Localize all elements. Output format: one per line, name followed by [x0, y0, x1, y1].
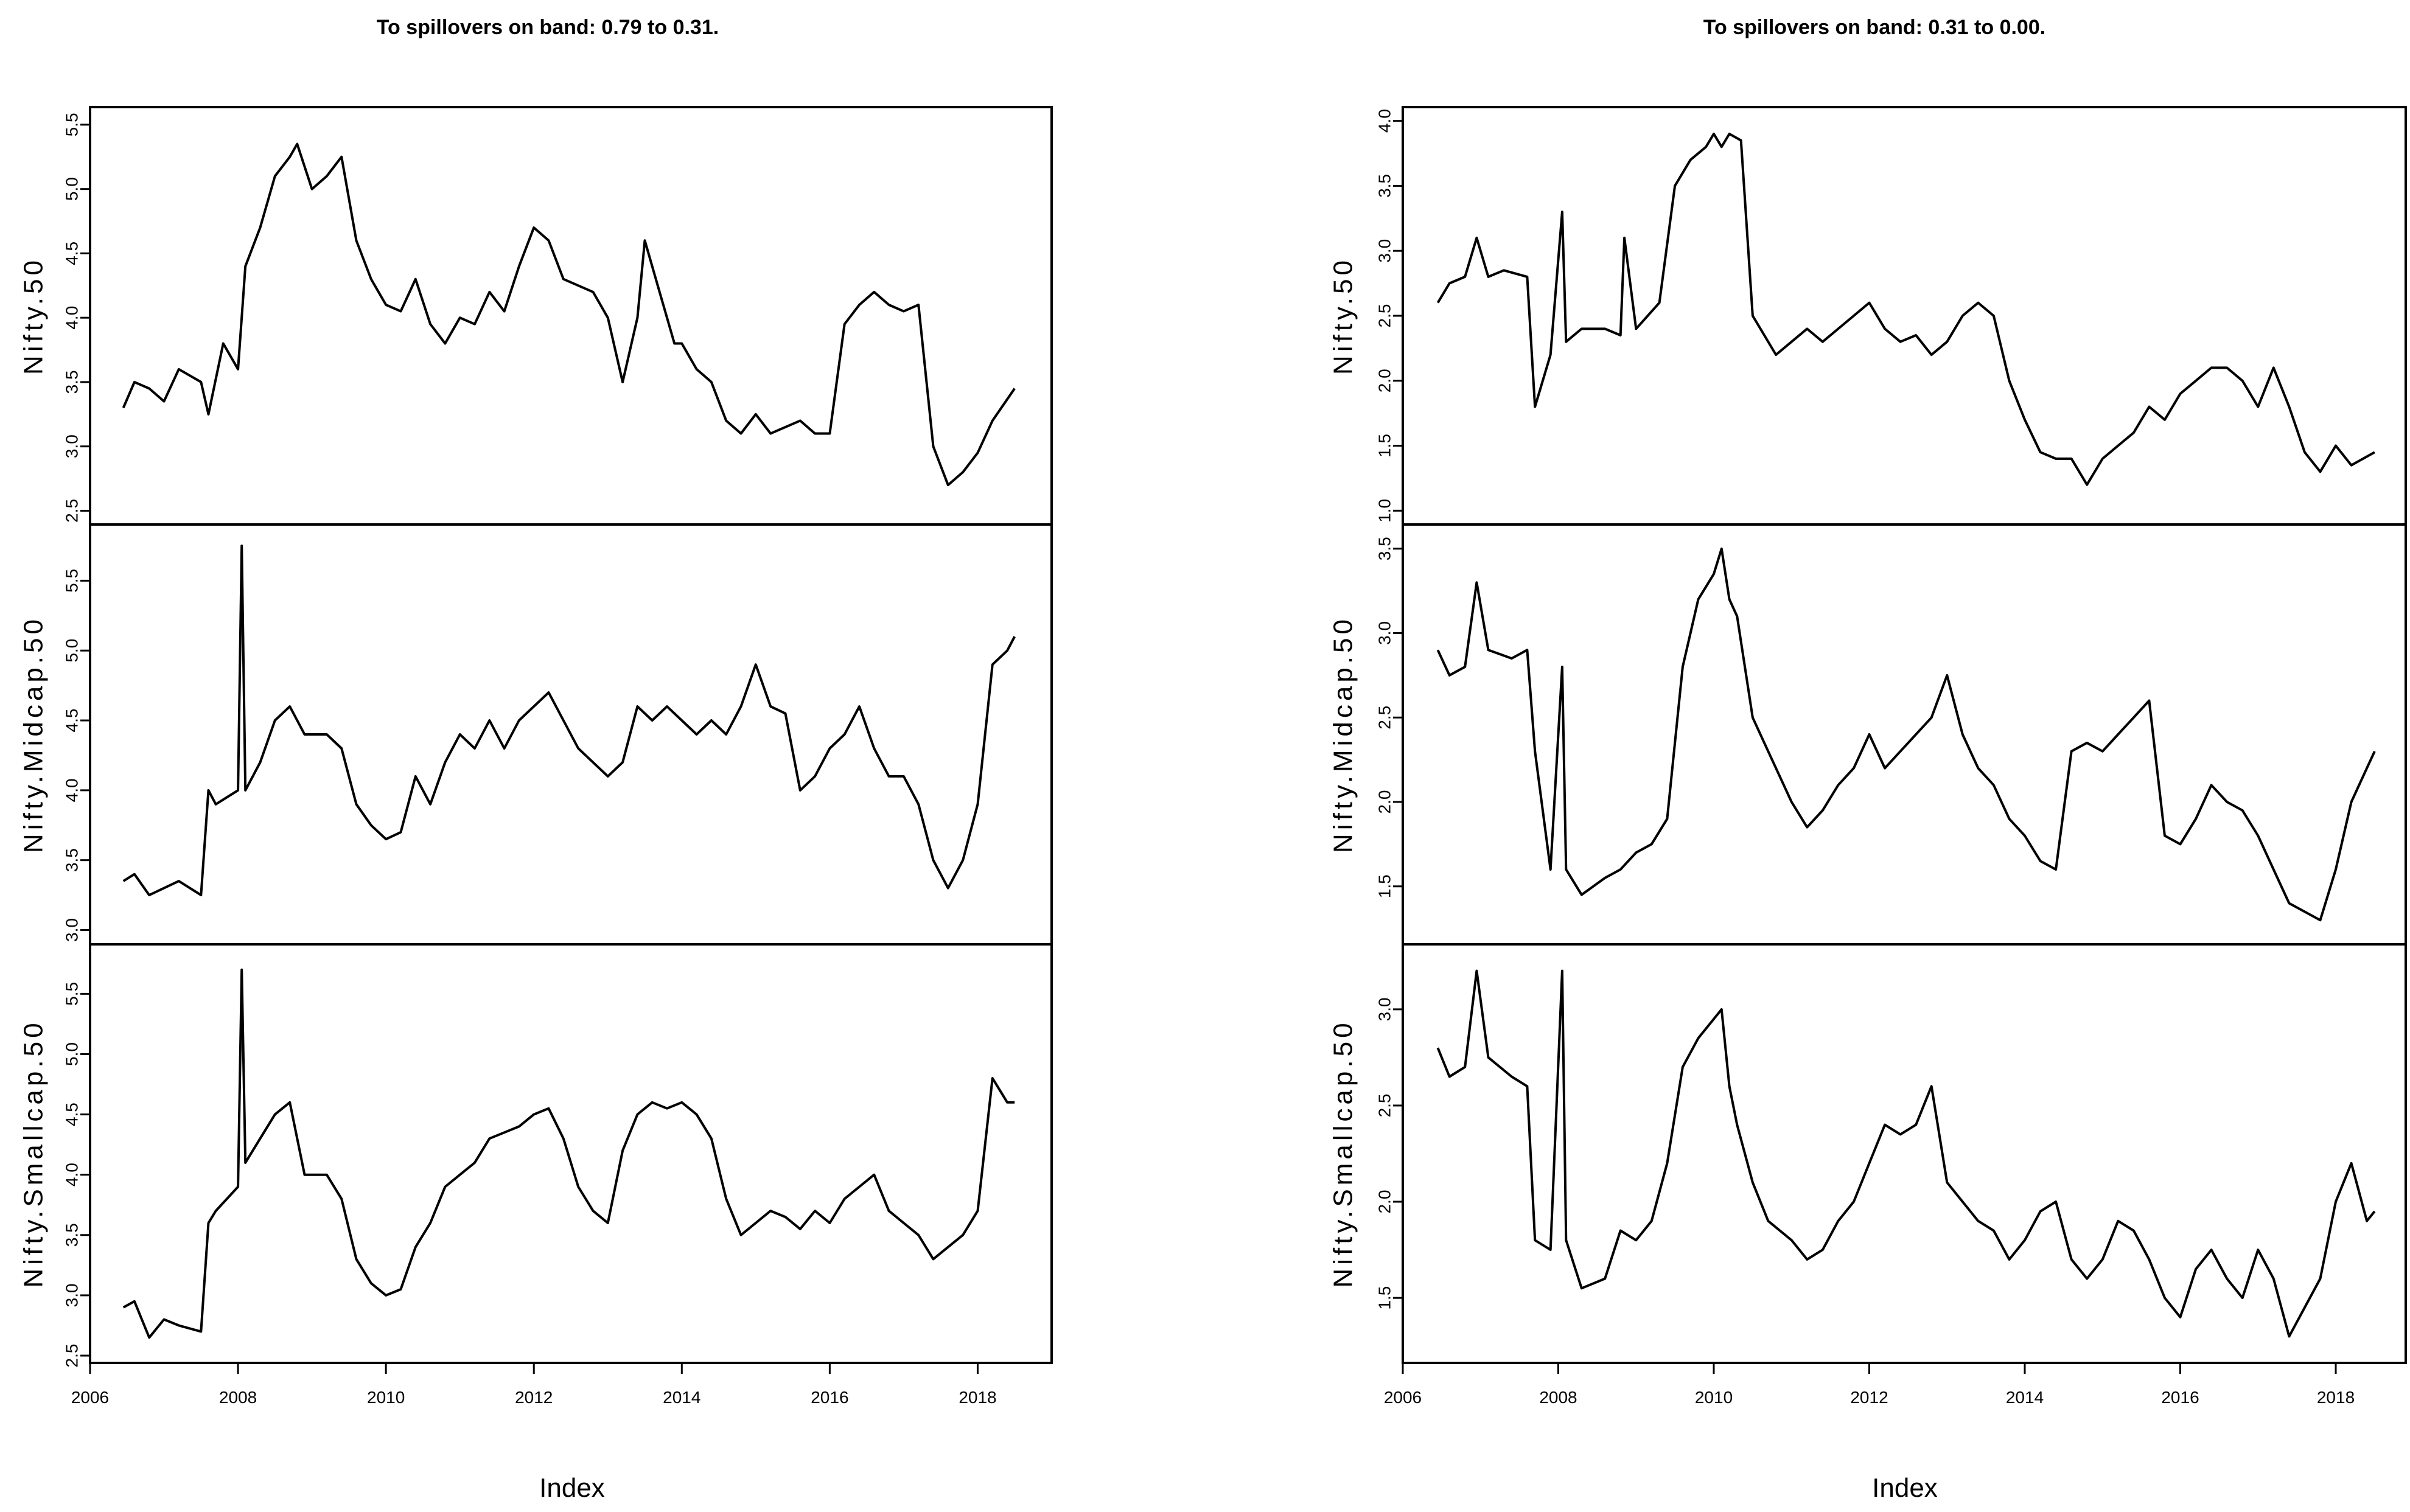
panel-2: 3.0 3.5 4.0 4.5 5.0 5.5 Nifty.Midcap.50 — [19, 523, 1053, 946]
x-tick-label: 2006 — [1384, 1388, 1422, 1407]
panel-frame — [89, 943, 1053, 1364]
y-tick-label: 5.5 — [62, 113, 81, 136]
y-tick-label: 3.5 — [62, 370, 81, 394]
y-tick-label: 5.5 — [62, 569, 81, 593]
panel-frame — [89, 106, 1053, 526]
panel-3: 1.5 2.0 2.5 3.0 Nifty.Smallcap.50 — [1329, 943, 2407, 1364]
y-tick-label: 2.0 — [1375, 369, 1394, 392]
y-tick-label: 1.5 — [1375, 434, 1394, 458]
y-tick-label: 4.5 — [62, 1103, 81, 1126]
y-tick-label: 2.5 — [1375, 1093, 1394, 1117]
y-axis-label: Nifty.Midcap.50 — [1329, 616, 1358, 853]
y-tick-label: 3.0 — [1375, 997, 1394, 1021]
x-tick-label: 2012 — [515, 1388, 553, 1407]
y-tick-label: 5.0 — [62, 1042, 81, 1066]
x-tick-label: 2012 — [1850, 1388, 1888, 1407]
y-axis-label: Nifty.50 — [1329, 257, 1358, 375]
y-axis-label: Nifty.Smallcap.50 — [1329, 1019, 1358, 1287]
y-tick-label: 3.5 — [1375, 174, 1394, 198]
series-line — [1436, 969, 2376, 1338]
y-tick-label: 2.5 — [62, 499, 81, 523]
y-tick-label: 3.0 — [1375, 621, 1394, 645]
y-axis-label: Nifty.Smallcap.50 — [19, 1019, 49, 1287]
series-line — [1436, 547, 2376, 922]
series-line — [122, 142, 1016, 487]
y-tick-label: 2.0 — [1375, 1190, 1394, 1214]
y-tick-label: 2.5 — [1375, 304, 1394, 328]
y-tick-label: 3.5 — [1375, 537, 1394, 560]
panel-1: 1.0 1.5 2.0 2.5 3.0 3.5 4.0 Nifty.50 — [1329, 106, 2407, 526]
panel-frame — [1402, 523, 2407, 946]
y-tick-label: 4.5 — [62, 242, 81, 265]
panel-frame — [1402, 943, 2407, 1364]
chart-title: To spillovers on band: 0.79 to 0.31. — [377, 16, 719, 39]
y-tick-label: 4.0 — [62, 306, 81, 330]
x-tick-label: 2006 — [71, 1388, 109, 1407]
x-tick-label: 2018 — [959, 1388, 996, 1407]
panel-2: 1.5 2.0 2.5 3.0 3.5 Nifty.Midcap.50 — [1329, 523, 2407, 946]
y-tick-label: 3.5 — [62, 1223, 81, 1247]
y-tick-label: 5.0 — [62, 639, 81, 663]
y-tick-label: 4.0 — [62, 1163, 81, 1186]
y-tick-label: 5.5 — [62, 982, 81, 1006]
panel-3: 2.5 3.0 3.5 4.0 4.5 5.0 5.5 Nifty.Smallcap.50 — [19, 943, 1053, 1368]
y-axis-label: Nifty.50 — [19, 257, 49, 375]
y-tick-label: 3.5 — [62, 848, 81, 872]
x-tick-label: 2008 — [1539, 1388, 1577, 1407]
y-tick-label: 3.0 — [1375, 239, 1394, 263]
y-tick-label: 4.5 — [62, 709, 81, 733]
chart-1: To spillovers on band: 0.79 to 0.31.2.53… — [19, 16, 1053, 1503]
x-tick-label: 2008 — [219, 1388, 257, 1407]
y-tick-label: 2.5 — [1375, 706, 1394, 730]
series-line — [122, 545, 1016, 897]
x-tick-label: 2014 — [2006, 1388, 2044, 1407]
x-tick-label: 2010 — [1695, 1388, 1733, 1407]
chart-title: To spillovers on band: 0.31 to 0.00. — [1703, 16, 2045, 39]
series-line — [1436, 133, 2375, 486]
y-tick-label: 4.0 — [62, 778, 81, 802]
y-tick-label: 5.0 — [62, 177, 81, 201]
y-axis-label: Nifty.Midcap.50 — [19, 616, 49, 853]
y-tick-label: 3.0 — [62, 918, 81, 942]
y-tick-label: 3.0 — [62, 434, 81, 458]
x-axis-label: Index — [539, 1473, 605, 1503]
x-tick-label: 2010 — [367, 1388, 405, 1407]
y-tick-label: 2.0 — [1375, 790, 1394, 814]
y-tick-label: 2.5 — [62, 1344, 81, 1368]
y-tick-label: 4.0 — [1375, 109, 1394, 133]
x-tick-label: 2014 — [663, 1388, 700, 1407]
y-tick-label: 1.0 — [1375, 499, 1394, 523]
y-tick-label: 1.5 — [1375, 874, 1394, 898]
panel-1: 2.5 3.0 3.5 4.0 4.5 5.0 5.5 Nifty.50 — [19, 106, 1053, 526]
y-tick-label: 3.0 — [62, 1283, 81, 1307]
y-tick-label: 1.5 — [1375, 1286, 1394, 1310]
x-axis-label: Index — [1872, 1473, 1938, 1503]
x-tick-label: 2018 — [2317, 1388, 2355, 1407]
x-tick-label: 2016 — [2161, 1388, 2199, 1407]
chart-2: To spillovers on band: 0.31 to 0.00.1.01… — [1329, 16, 2407, 1503]
series-line — [122, 968, 1015, 1339]
x-tick-label: 2016 — [811, 1388, 848, 1407]
